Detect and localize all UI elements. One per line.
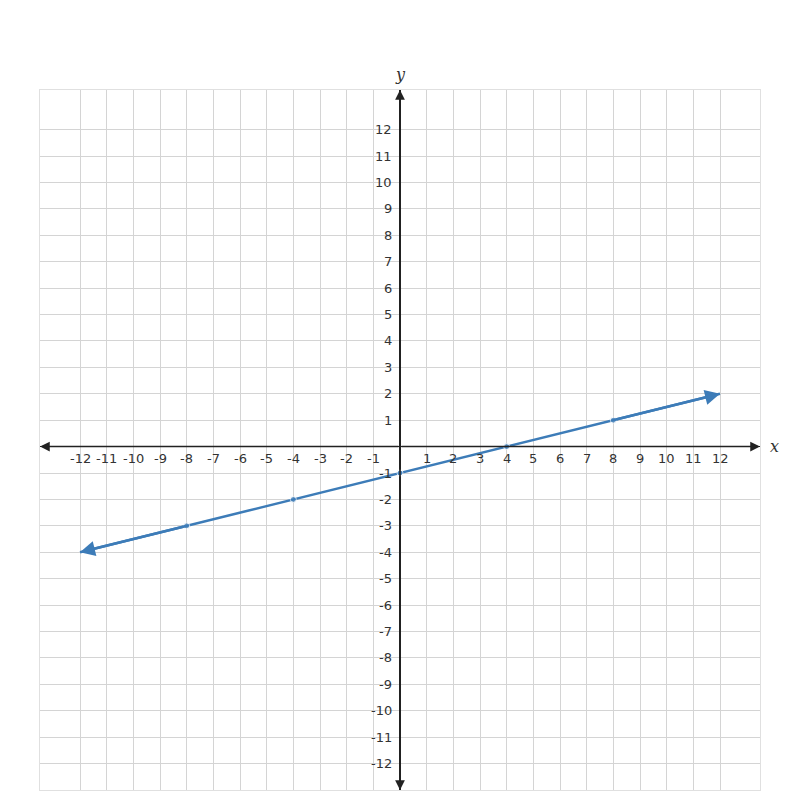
svg-text:-10: -10 [371,703,392,718]
svg-text:-5: -5 [379,571,392,586]
svg-text:5: 5 [529,451,537,466]
svg-text:3: 3 [476,451,484,466]
svg-text:8: 8 [609,451,617,466]
svg-text:10: 10 [375,175,392,190]
svg-text:-11: -11 [96,451,117,466]
svg-text:-12: -12 [371,756,392,771]
svg-text:-7: -7 [379,624,392,639]
svg-text:11: 11 [375,149,392,164]
svg-text:-10: -10 [123,451,144,466]
svg-text:2: 2 [384,386,392,401]
svg-text:-6: -6 [379,598,392,613]
svg-text:-9: -9 [379,677,392,692]
svg-text:-8: -8 [180,451,193,466]
svg-text:-1: -1 [367,451,380,466]
svg-text:-11: -11 [371,730,392,745]
svg-text:x: x [770,437,779,456]
svg-text:7: 7 [583,451,591,466]
svg-text:5: 5 [384,307,392,322]
svg-text:8: 8 [384,228,392,243]
svg-text:-2: -2 [340,451,353,466]
svg-text:6: 6 [384,281,392,296]
svg-text:2: 2 [449,451,457,466]
svg-text:-12: -12 [70,451,91,466]
svg-text:12: 12 [375,122,392,137]
svg-text:10: 10 [658,451,675,466]
svg-text:12: 12 [712,451,729,466]
svg-text:y: y [395,65,406,84]
svg-text:4: 4 [384,333,392,348]
svg-text:-7: -7 [207,451,220,466]
svg-text:11: 11 [685,451,702,466]
svg-text:1: 1 [423,451,431,466]
svg-text:-6: -6 [234,451,247,466]
svg-text:-5: -5 [260,451,273,466]
svg-text:6: 6 [556,451,564,466]
svg-text:4: 4 [503,451,511,466]
svg-text:-4: -4 [287,451,300,466]
svg-text:9: 9 [384,201,392,216]
svg-text:-1: -1 [379,466,392,481]
svg-text:-8: -8 [379,650,392,665]
svg-text:1: 1 [384,413,392,428]
svg-text:-3: -3 [314,451,327,466]
svg-text:-9: -9 [154,451,167,466]
svg-text:-3: -3 [379,518,392,533]
svg-text:9: 9 [636,451,644,466]
svg-text:-2: -2 [379,492,392,507]
svg-text:7: 7 [384,254,392,269]
svg-text:3: 3 [384,360,392,375]
svg-text:-4: -4 [379,545,392,560]
